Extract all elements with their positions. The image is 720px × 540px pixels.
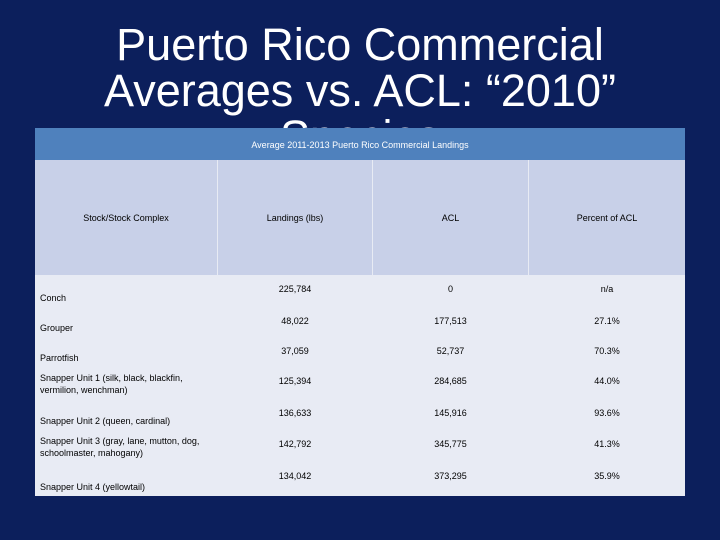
table-row-percent: n/a (529, 276, 685, 307)
table-row-landings: 142,792 (218, 431, 372, 462)
table-row-acl: 284,685 (373, 368, 528, 399)
header-percent: Percent of ACL (529, 160, 685, 275)
table-caption: Average 2011-2013 Puerto Rico Commercial… (35, 128, 685, 160)
table-row-percent: 70.3% (529, 338, 685, 367)
table-row-acl: 345,775 (373, 431, 528, 462)
title-line-2: Averages vs. ACL: “2010” (104, 65, 616, 116)
table-row-landings: 48,022 (218, 308, 372, 337)
table-row-landings: 37,059 (218, 338, 372, 367)
table-row-acl: 373,295 (373, 463, 528, 496)
table-row-stock: Grouper (35, 308, 217, 337)
table-row-percent: 44.0% (529, 368, 685, 399)
table-row-acl: 145,916 (373, 400, 528, 430)
table-row-landings: 136,633 (218, 400, 372, 430)
table-row-stock: Snapper Unit 2 (queen, cardinal) (35, 400, 217, 430)
table-row-stock: Snapper Unit 4 (yellowtail) (35, 463, 217, 496)
title-line-1: Puerto Rico Commercial (116, 19, 604, 70)
table-row-landings: 225,784 (218, 276, 372, 307)
table-row-landings: 125,394 (218, 368, 372, 399)
header-landings: Landings (lbs) (218, 160, 372, 275)
slide-title: Puerto Rico Commercial Averages vs. ACL:… (0, 22, 720, 160)
landings-table: Average 2011-2013 Puerto Rico Commercial… (35, 128, 685, 496)
table-row-acl: 52,737 (373, 338, 528, 367)
table-row-stock: Snapper Unit 1 (silk, black, blackfin, v… (35, 368, 217, 399)
header-acl: ACL (373, 160, 528, 275)
table-row-percent: 35.9% (529, 463, 685, 496)
table-row-landings: 134,042 (218, 463, 372, 496)
table-row-stock: Conch (35, 276, 217, 307)
table-row-acl: 0 (373, 276, 528, 307)
header-stock: Stock/Stock Complex (35, 160, 217, 275)
table-row-stock: Snapper Unit 3 (gray, lane, mutton, dog,… (35, 431, 217, 462)
table-row-acl: 177,513 (373, 308, 528, 337)
table-row-percent: 41.3% (529, 431, 685, 462)
table-row-stock: Parrotfish (35, 338, 217, 367)
table-row-percent: 27.1% (529, 308, 685, 337)
table-row-percent: 93.6% (529, 400, 685, 430)
